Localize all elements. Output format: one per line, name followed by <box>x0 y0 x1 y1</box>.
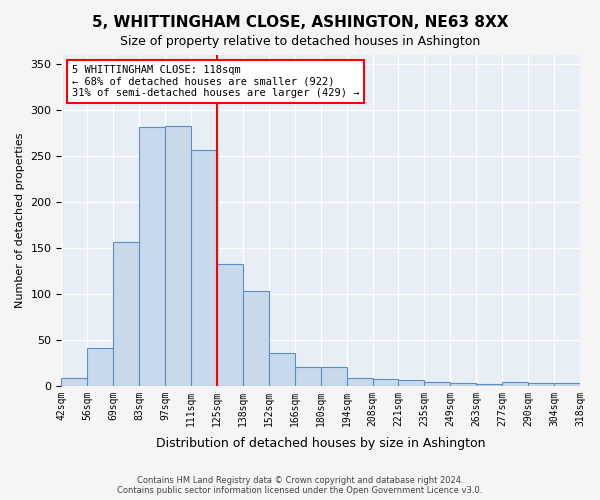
Text: Size of property relative to detached houses in Ashington: Size of property relative to detached ho… <box>120 35 480 48</box>
Bar <box>191 150 217 386</box>
Bar <box>554 383 580 386</box>
Bar <box>88 348 113 386</box>
Bar <box>502 382 528 386</box>
Bar <box>139 126 165 386</box>
Bar <box>295 368 321 386</box>
Bar <box>269 352 295 386</box>
Bar <box>321 368 347 386</box>
Bar <box>347 378 373 386</box>
Bar <box>217 264 243 386</box>
Bar <box>113 242 139 386</box>
Bar <box>528 383 554 386</box>
Bar <box>424 382 451 386</box>
Bar <box>476 384 502 386</box>
Text: 5, WHITTINGHAM CLOSE, ASHINGTON, NE63 8XX: 5, WHITTINGHAM CLOSE, ASHINGTON, NE63 8X… <box>92 15 508 30</box>
Y-axis label: Number of detached properties: Number of detached properties <box>15 132 25 308</box>
Bar <box>243 291 269 386</box>
Bar <box>451 383 476 386</box>
Bar <box>61 378 88 386</box>
Text: Contains HM Land Registry data © Crown copyright and database right 2024.
Contai: Contains HM Land Registry data © Crown c… <box>118 476 482 495</box>
Bar <box>165 126 191 386</box>
Text: 5 WHITTINGHAM CLOSE: 118sqm
← 68% of detached houses are smaller (922)
31% of se: 5 WHITTINGHAM CLOSE: 118sqm ← 68% of det… <box>72 65 359 98</box>
Bar <box>398 380 424 386</box>
X-axis label: Distribution of detached houses by size in Ashington: Distribution of detached houses by size … <box>156 437 485 450</box>
Bar <box>373 380 398 386</box>
